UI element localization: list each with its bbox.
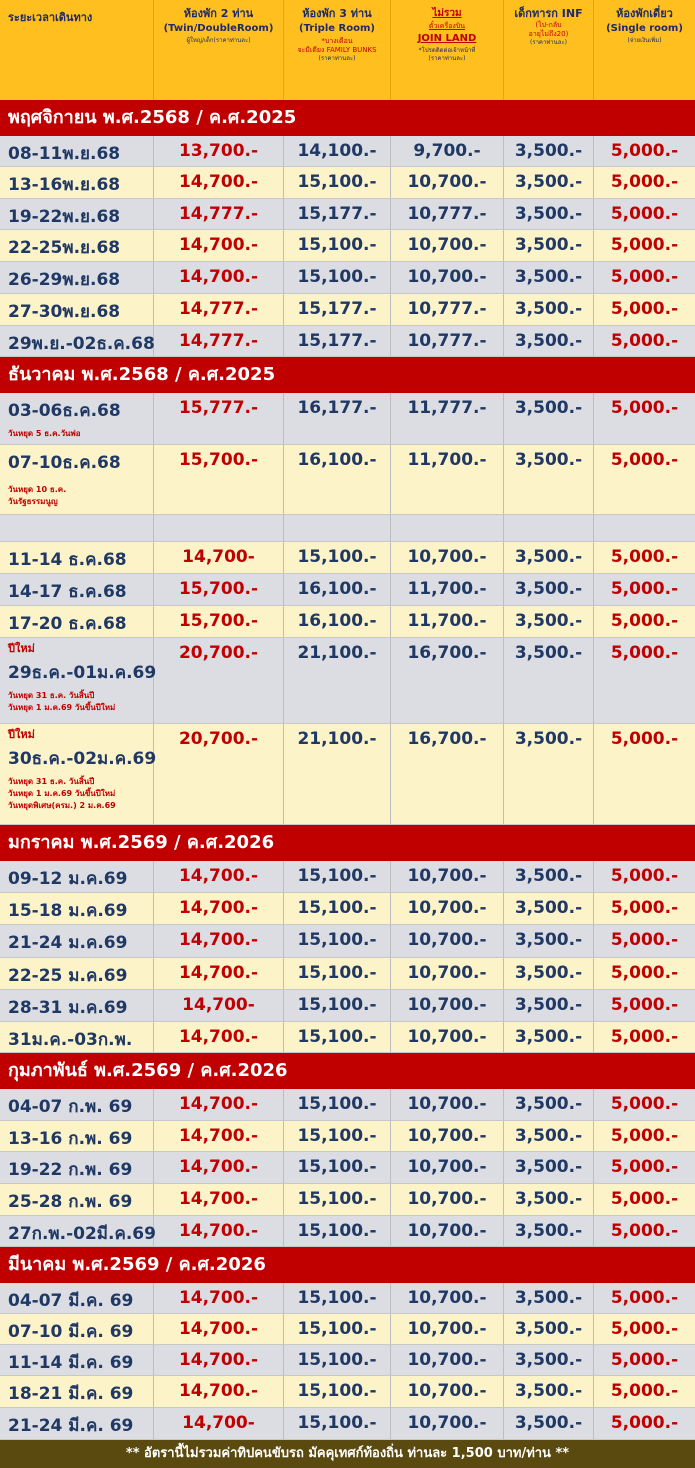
header-single: ห้องพักเดี่ยว (Single room) (จ่ายเงินเพิ…	[606, 7, 683, 44]
table-row: 31ม.ค.-03ก.พ. 69 14,700.- 15,100.- 10,70…	[0, 1022, 695, 1073]
table-row: 21-24 ม.ค.69 14,700.- 15,100.- 10,700.- …	[0, 925, 695, 958]
table-row: 13-16พ.ย.68 14,700.- 15,100.- 10,700.- 3…	[0, 167, 695, 199]
table-row: 04-07 มี.ค. 69 14,700.- 15,100.- 10,700.…	[0, 1283, 695, 1314]
table-row: 19-22พ.ย.68 14,777.- 15,177.- 10,777.- 3…	[0, 199, 695, 230]
table-row: 07-10ธ.ค.68 วันหยุด 10 ธ.ค. วันรัฐธรรมนู…	[0, 445, 695, 515]
section-january: มกราคม พ.ศ.2569 / ค.ศ.2026	[0, 825, 695, 861]
table-row: 14-17 ธ.ค.68 15,700.- 16,100.- 11,700.- …	[0, 574, 695, 606]
table-row: 11-14 ธ.ค.68 14,700- 15,100.- 10,700.- 3…	[0, 542, 695, 574]
table-row: ปีใหม่ 29ธ.ค.-01ม.ค.69 วันหยุด 31 ธ.ค. ว…	[0, 638, 695, 724]
table-row: 07-10 มี.ค. 69 14,700.- 15,100.- 10,700.…	[0, 1314, 695, 1345]
table-row: 13-16 ก.พ. 69 14,700.- 15,100.- 10,700.-…	[0, 1121, 695, 1152]
table-row: 28-31 ม.ค.69 14,700- 15,100.- 10,700.- 3…	[0, 990, 695, 1022]
table-row: 09-12 ม.ค.69 14,700.- 15,100.- 10,700.- …	[0, 861, 695, 893]
table-row: 26-29พ.ย.68 14,700.- 15,100.- 10,700.- 3…	[0, 262, 695, 294]
table-row: 27-30พ.ย.68 14,777.- 15,177.- 10,777.- 3…	[0, 294, 695, 326]
header-triple: ห้องพัก 3 ท่าน (Triple Room) *บางเดือน จ…	[284, 0, 391, 100]
table-row: 08-11พ.ย.68 13,700.- 14,100.- 9,700.- 3,…	[0, 136, 695, 167]
table-row: 25-28 ก.พ. 69 14,700.- 15,100.- 10,700.-…	[0, 1184, 695, 1216]
table-row: 27ก.พ.-02มี.ค.69 14,700.- 15,100.- 10,70…	[0, 1216, 695, 1247]
section-march: มีนาคม พ.ศ.2569 / ค.ศ.2026	[0, 1247, 695, 1283]
footer-note: ** อัตรานี้ไม่รวมค่าทิปคนขับรถ มัคคุเทศก…	[0, 1440, 695, 1468]
table-row: 03-06ธ.ค.68 วันหยุด 5 ธ.ค.วันพ่อ 15,777.…	[0, 393, 695, 445]
table-row: 29พ.ย.-02ธ.ค.68 14,777.- 15,177.- 10,777…	[0, 326, 695, 357]
section-december: ธันวาคม พ.ศ.2568 / ค.ศ.2025	[0, 357, 695, 393]
section-february: กุมภาพันธ์ พ.ศ.2569 / ค.ศ.2026	[0, 1053, 695, 1089]
table-row: 18-21 มี.ค. 69 14,700.- 15,100.- 10,700.…	[0, 1376, 695, 1408]
header-joinland: ไม่รวม ตั๋วเครื่องบิน JOIN LAND *โปรดติด…	[391, 0, 504, 100]
table-row-empty	[0, 515, 695, 542]
header-date: ระยะเวลาเดินทาง	[0, 0, 154, 100]
table-header: ระยะเวลาเดินทาง ห้องพัก 2 ท่าน (Twin/Dou…	[0, 0, 695, 100]
table-row: 04-07 ก.พ. 69 14,700.- 15,100.- 10,700.-…	[0, 1089, 695, 1121]
table-row: 21-24 มี.ค. 69 14,700- 15,100.- 10,700.-…	[0, 1408, 695, 1440]
table-row: 15-18 ม.ค.69 14,700.- 15,100.- 10,700.- …	[0, 893, 695, 925]
section-november: พฤศจิกายน พ.ศ.2568 / ค.ศ.2025	[0, 100, 695, 136]
table-row: 22-25พ.ย.68 14,700.- 15,100.- 10,700.- 3…	[0, 230, 695, 262]
table-row: 17-20 ธ.ค.68 15,700.- 16,100.- 11,700.- …	[0, 606, 695, 638]
header-twin: ห้องพัก 2 ท่าน (Twin/DoubleRoom) ผู้ใหญ่…	[154, 0, 284, 100]
table-row: 22-25 ม.ค.69 14,700.- 15,100.- 10,700.- …	[0, 958, 695, 990]
header-inf: เด็กทารก INF (ไป-กลับ อายุไม่ถึง20) (ราค…	[504, 0, 594, 100]
table-row: 19-22 ก.พ. 69 14,700.- 15,100.- 10,700.-…	[0, 1152, 695, 1184]
table-row: ปีใหม่ 30ธ.ค.-02ม.ค.69 วันหยุด 31 ธ.ค. ว…	[0, 724, 695, 825]
table-row: 11-14 มี.ค. 69 14,700.- 15,100.- 10,700.…	[0, 1345, 695, 1376]
